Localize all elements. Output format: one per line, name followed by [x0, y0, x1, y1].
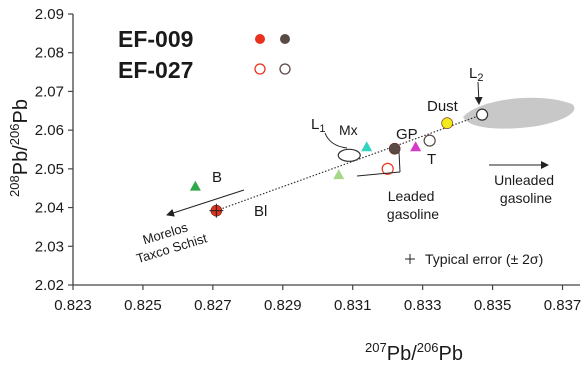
y-tick-label: 2.05 [35, 161, 64, 178]
y-tick-label: 2.02 [35, 277, 64, 294]
point-l1 [337, 148, 361, 162]
point-unlabeled-6 [381, 162, 394, 175]
leaded-pointer-2 [398, 151, 401, 173]
axes [72, 14, 580, 286]
typical-error-label: Typical error (± 2σ) [425, 251, 543, 267]
x-tick-label: 0.829 [264, 297, 302, 314]
x-tick-label: 0.831 [334, 297, 372, 314]
data-points [189, 108, 489, 218]
x-tick-label: 0.835 [474, 297, 512, 314]
axis-ticks: 0.823 0.825 0.827 0.829 0.831 0.833 0.835 0.837… [35, 6, 581, 314]
point-dust [441, 117, 453, 129]
label-gp: GP [396, 126, 418, 143]
label-l2: L2 [469, 65, 483, 84]
x-tick-label: 0.833 [404, 297, 442, 314]
legend-label-ef009: EF-009 [118, 26, 193, 52]
unleaded-label: Unleaded gasoline [494, 172, 558, 206]
point-l2 [475, 108, 489, 121]
leaded-pointer-1 [356, 171, 401, 177]
x-tick-label: 0.837 [544, 297, 582, 314]
morelos-arrow [166, 189, 245, 217]
label-b: B [212, 169, 222, 186]
y-tick-label: 2.04 [35, 200, 64, 217]
legend-marker-ef009-dark [280, 34, 290, 44]
l2-pointer [474, 81, 483, 105]
point-mx [361, 141, 373, 152]
label-bl: Bl [254, 203, 267, 220]
y-tick-label: 2.07 [35, 83, 64, 100]
y-axis-label: 208Pb/206Pb [7, 99, 32, 197]
x-tick-label: 0.827 [194, 297, 232, 314]
morelos-label: Morelos Taxco Schist [130, 215, 209, 266]
y-tick-label: 2.06 [35, 122, 64, 139]
error-cross [209, 203, 224, 218]
x-tick-label: 0.825 [124, 297, 162, 314]
legend-marker-ef027-dark [279, 63, 291, 75]
y-tick-label: 2.09 [35, 6, 64, 23]
label-mx: Mx [339, 122, 358, 138]
legend: EF-009 EF-027 [118, 26, 291, 83]
label-l1: L1 [311, 116, 325, 135]
legend-label-ef027: EF-027 [118, 57, 193, 83]
legend-marker-ef009-red [255, 34, 265, 44]
leaded-label: Leaded gasoline [387, 188, 439, 222]
point-gp [388, 142, 401, 155]
y-tick-label: 2.03 [35, 238, 64, 255]
typical-error: Typical error (± 2σ) [405, 251, 543, 267]
legend-marker-ef027-red [254, 63, 266, 75]
point-unlabeled-8 [333, 169, 345, 180]
y-tick-label: 2.08 [35, 45, 64, 62]
point-unlabeled-7 [423, 134, 436, 147]
x-tick-label: 0.823 [54, 297, 92, 314]
point-t [410, 141, 422, 152]
mixing-line [216, 114, 483, 212]
l1-pointer [324, 132, 348, 149]
point-b [189, 180, 201, 191]
label-t: T [427, 151, 436, 168]
label-dust: Dust [427, 98, 459, 115]
x-axis-label: 207Pb/206Pb [365, 340, 463, 365]
gasoline-field [463, 97, 575, 129]
